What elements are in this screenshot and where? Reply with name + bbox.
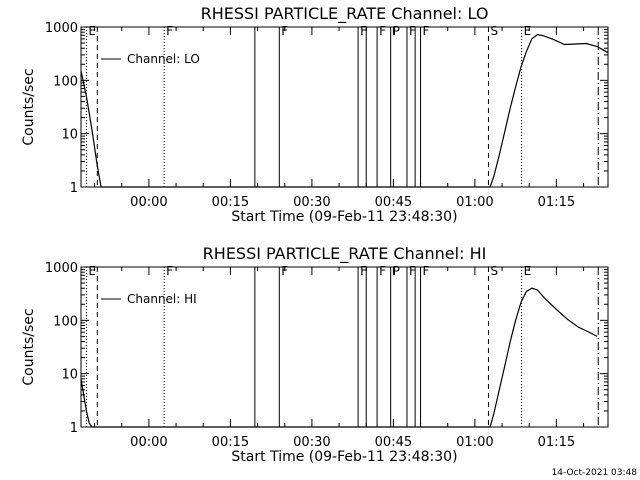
event-marker-label: F [281, 24, 288, 38]
event-marker-label: F [409, 264, 416, 278]
event-marker-label: E [524, 24, 532, 38]
y-tick-label: 1000 [45, 21, 78, 36]
event-marker-label: F [423, 264, 430, 278]
x-tick-label: 00:15 [212, 195, 249, 210]
x-tick-label: 00:30 [293, 435, 330, 450]
event-marker-label: F [423, 24, 430, 38]
event-marker-label: F [360, 264, 367, 278]
x-tick-label: 00:00 [130, 195, 167, 210]
x-tick-label: 01:00 [456, 195, 493, 210]
y-tick-label: 1 [70, 421, 78, 436]
chart-lo-channel: RHESSI PARTICLE_RATE Channel: LO 1 10 100 10… [21, 4, 609, 225]
x-tick-label: 01:15 [538, 435, 575, 450]
x-tick-label: 01:15 [538, 195, 575, 210]
event-marker-label: S [490, 264, 498, 278]
y-tick-label: 1 [70, 181, 78, 196]
y-tick-label: 10 [61, 128, 78, 143]
x-tick-label: 00:45 [375, 435, 412, 450]
event-marker-label: F [166, 24, 173, 38]
x-axis-label: Start Time (09-Feb-11 23:48:30) [231, 209, 457, 225]
series-line-hi [80, 287, 598, 428]
event-marker-label: P [393, 24, 400, 38]
event-marker-label: E [524, 264, 532, 278]
timestamp: 14-Oct-2021 03:48 [552, 468, 638, 478]
x-tick-label: 00:30 [293, 195, 330, 210]
event-marker-label: F [281, 264, 288, 278]
legend-label: Channel: LO [127, 52, 200, 66]
event-marker-label: F [166, 264, 173, 278]
x-tick-label: 01:00 [456, 435, 493, 450]
event-marker-label: E [88, 24, 96, 38]
y-axis-label: Counts/sec [21, 68, 37, 145]
event-marker-label: F [409, 24, 416, 38]
chart-title: RHESSI PARTICLE_RATE Channel: HI [203, 244, 487, 264]
y-axis-label: Counts/sec [21, 308, 37, 385]
chart-hi-channel: RHESSI PARTICLE_RATE Channel: HI 1 10 100 10… [21, 244, 609, 465]
event-marker-label: F [360, 24, 367, 38]
y-tick-label: 100 [53, 314, 78, 329]
x-tick-label: 00:15 [212, 435, 249, 450]
y-tick-label: 10 [61, 368, 78, 383]
event-marker-label: F [379, 24, 386, 38]
event-marker-label: F [379, 264, 386, 278]
legend-label: Channel: HI [127, 292, 197, 306]
y-tick-label: 100 [53, 74, 78, 89]
x-tick-label: 00:45 [375, 195, 412, 210]
event-marker-label: S [490, 24, 498, 38]
series-line-lo [80, 33, 609, 188]
x-axis-label: Start Time (09-Feb-11 23:48:30) [231, 449, 457, 465]
event-marker-label: P [393, 264, 400, 278]
event-marker-label: E [88, 264, 96, 278]
x-tick-label: 00:00 [130, 435, 167, 450]
y-tick-label: 1000 [45, 261, 78, 276]
chart-title: RHESSI PARTICLE_RATE Channel: LO [201, 4, 489, 24]
